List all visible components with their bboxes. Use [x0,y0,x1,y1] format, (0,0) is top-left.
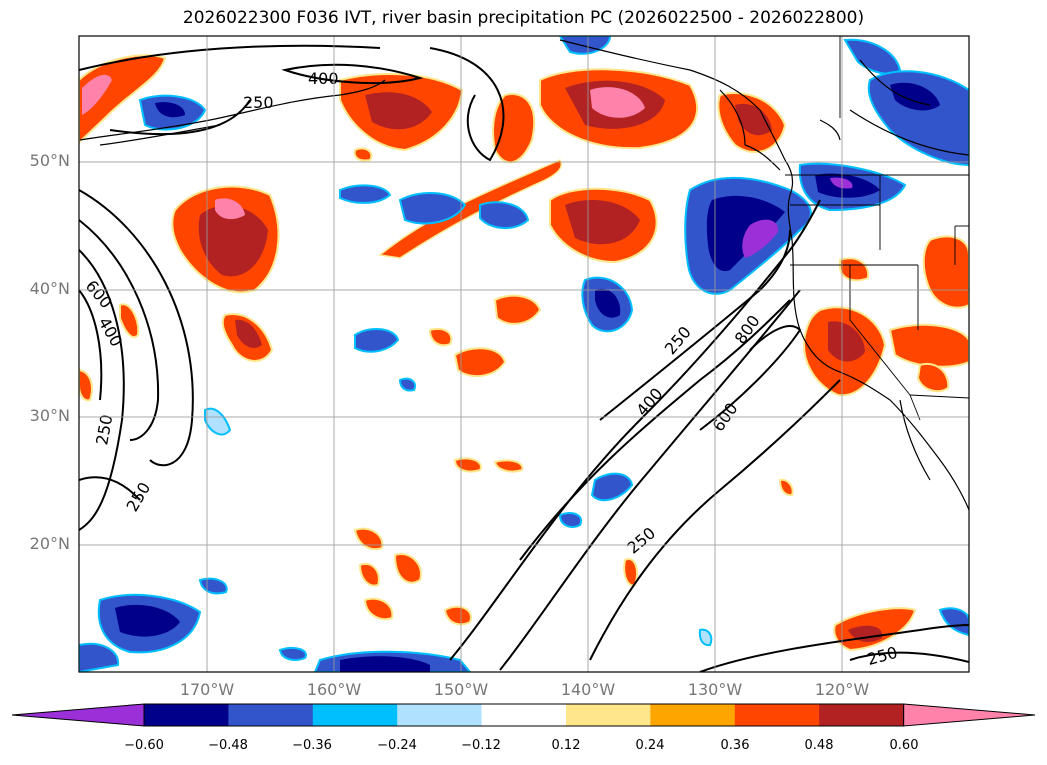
precip-pc-shading [79,36,969,672]
lon-label: 170°W [179,680,235,699]
borders [785,36,970,421]
colorbar-segment [819,704,905,726]
colorbar-segment [481,704,567,726]
colorbar-tick-label: 0.36 [720,738,750,753]
colorbar-segment [228,704,314,726]
lon-label: 150°W [433,680,489,699]
colorbar-tick-label: −0.60 [124,738,164,753]
lon-label: 140°W [560,680,616,699]
colorbar-extend-low [11,703,145,727]
lat-label: 50°N [29,151,70,170]
lat-label: 40°N [29,279,70,298]
colorbar-tick-label: −0.24 [377,738,417,753]
contour-label: 400 [308,69,339,88]
lon-label: 160°W [306,680,362,699]
colorbar-segment [734,704,820,726]
colorbar-segment [144,704,229,726]
colorbar-tick-label: 0.60 [889,738,919,753]
coastlines [79,39,970,511]
colorbar-tick-label: −0.36 [292,738,332,753]
lat-label: 30°N [29,406,70,425]
colorbar [11,703,1036,727]
lon-label: 120°W [814,680,870,699]
colorbar-segment [566,704,651,726]
colorbar-segment [312,704,398,726]
map-title: 2026022300 F036 IVT, river basin precipi… [182,8,865,28]
lat-label: 20°N [29,534,70,553]
colorbar-tick-label: 0.24 [635,738,665,753]
colorbar-segment [650,704,736,726]
colorbar-tick-label: 0.48 [804,738,834,753]
lon-label: 130°W [687,680,743,699]
colorbar-extend-high [903,703,1036,727]
colorbar-outline [143,703,905,727]
colorbar-tick-label: 0.12 [551,738,581,753]
colorbar-tick-label: −0.48 [208,738,248,753]
map-frame [78,35,970,673]
colorbar-tick-label: −0.12 [461,738,501,753]
gridlines [79,36,969,672]
colorbar-segment [397,704,483,726]
